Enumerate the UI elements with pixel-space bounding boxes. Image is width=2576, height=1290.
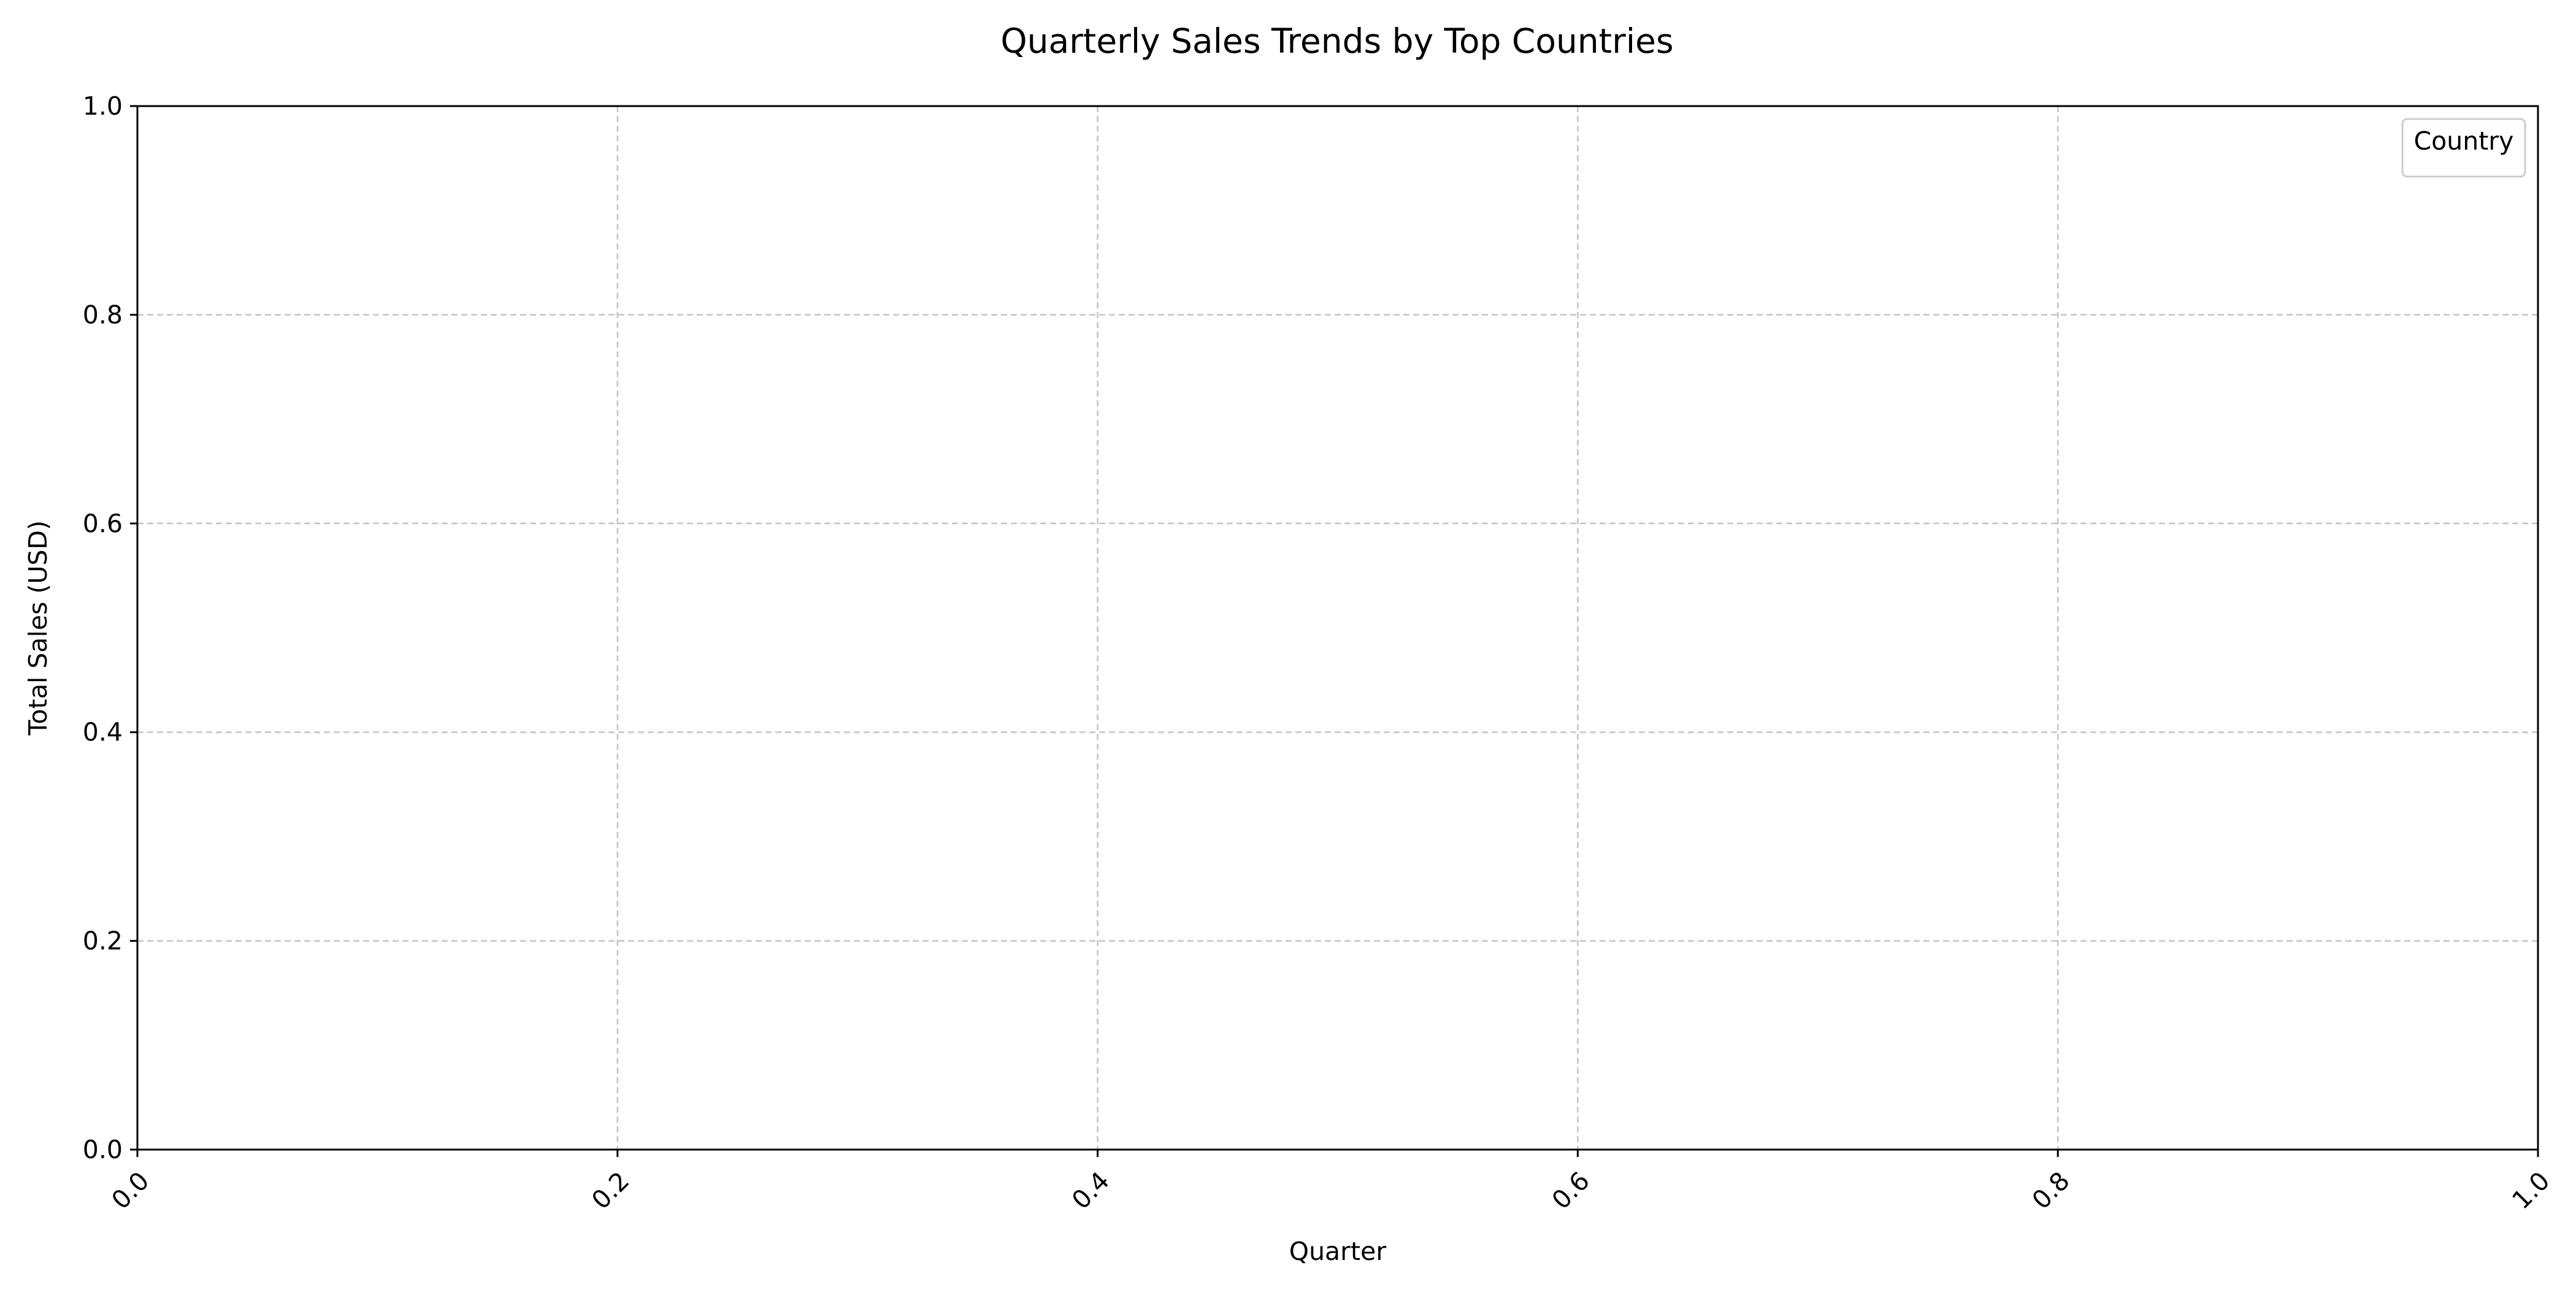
- legend: Country: [2401, 118, 2526, 178]
- x-tick-label: 0.0: [106, 1166, 155, 1215]
- x-axis-label: Quarter: [1289, 1237, 1387, 1266]
- x-tick-label: 0.4: [1066, 1166, 1115, 1215]
- plot-area-frame: [136, 105, 2539, 1151]
- legend-box: [2401, 118, 2526, 178]
- y-tick-label: 1.0: [83, 91, 123, 121]
- y-tick-label: 0.0: [83, 1135, 123, 1164]
- x-tick-label: 0.6: [1546, 1166, 1595, 1215]
- y-tick-label: 0.4: [83, 717, 123, 747]
- x-tick-label: 0.8: [2026, 1166, 2076, 1215]
- y-tick-label: 0.6: [83, 509, 123, 538]
- y-axis-ticks: 0.0 0.2 0.4 0.6 0.8 1.0: [83, 91, 137, 1164]
- x-tick-label: 1.0: [2507, 1166, 2556, 1215]
- grid-lines: [136, 106, 2539, 1150]
- legend-title: Country: [2414, 126, 2514, 156]
- y-tick-label: 0.8: [83, 300, 123, 329]
- y-tick-label: 0.2: [83, 926, 123, 956]
- x-axis-ticks: 0.0 0.2 0.4 0.6 0.8 1.0: [106, 1150, 2556, 1215]
- x-tick-label: 0.2: [586, 1166, 635, 1215]
- chart-title: Quarterly Sales Trends by Top Countries: [1000, 21, 1673, 61]
- y-axis-label: Total Sales (USD): [23, 521, 53, 736]
